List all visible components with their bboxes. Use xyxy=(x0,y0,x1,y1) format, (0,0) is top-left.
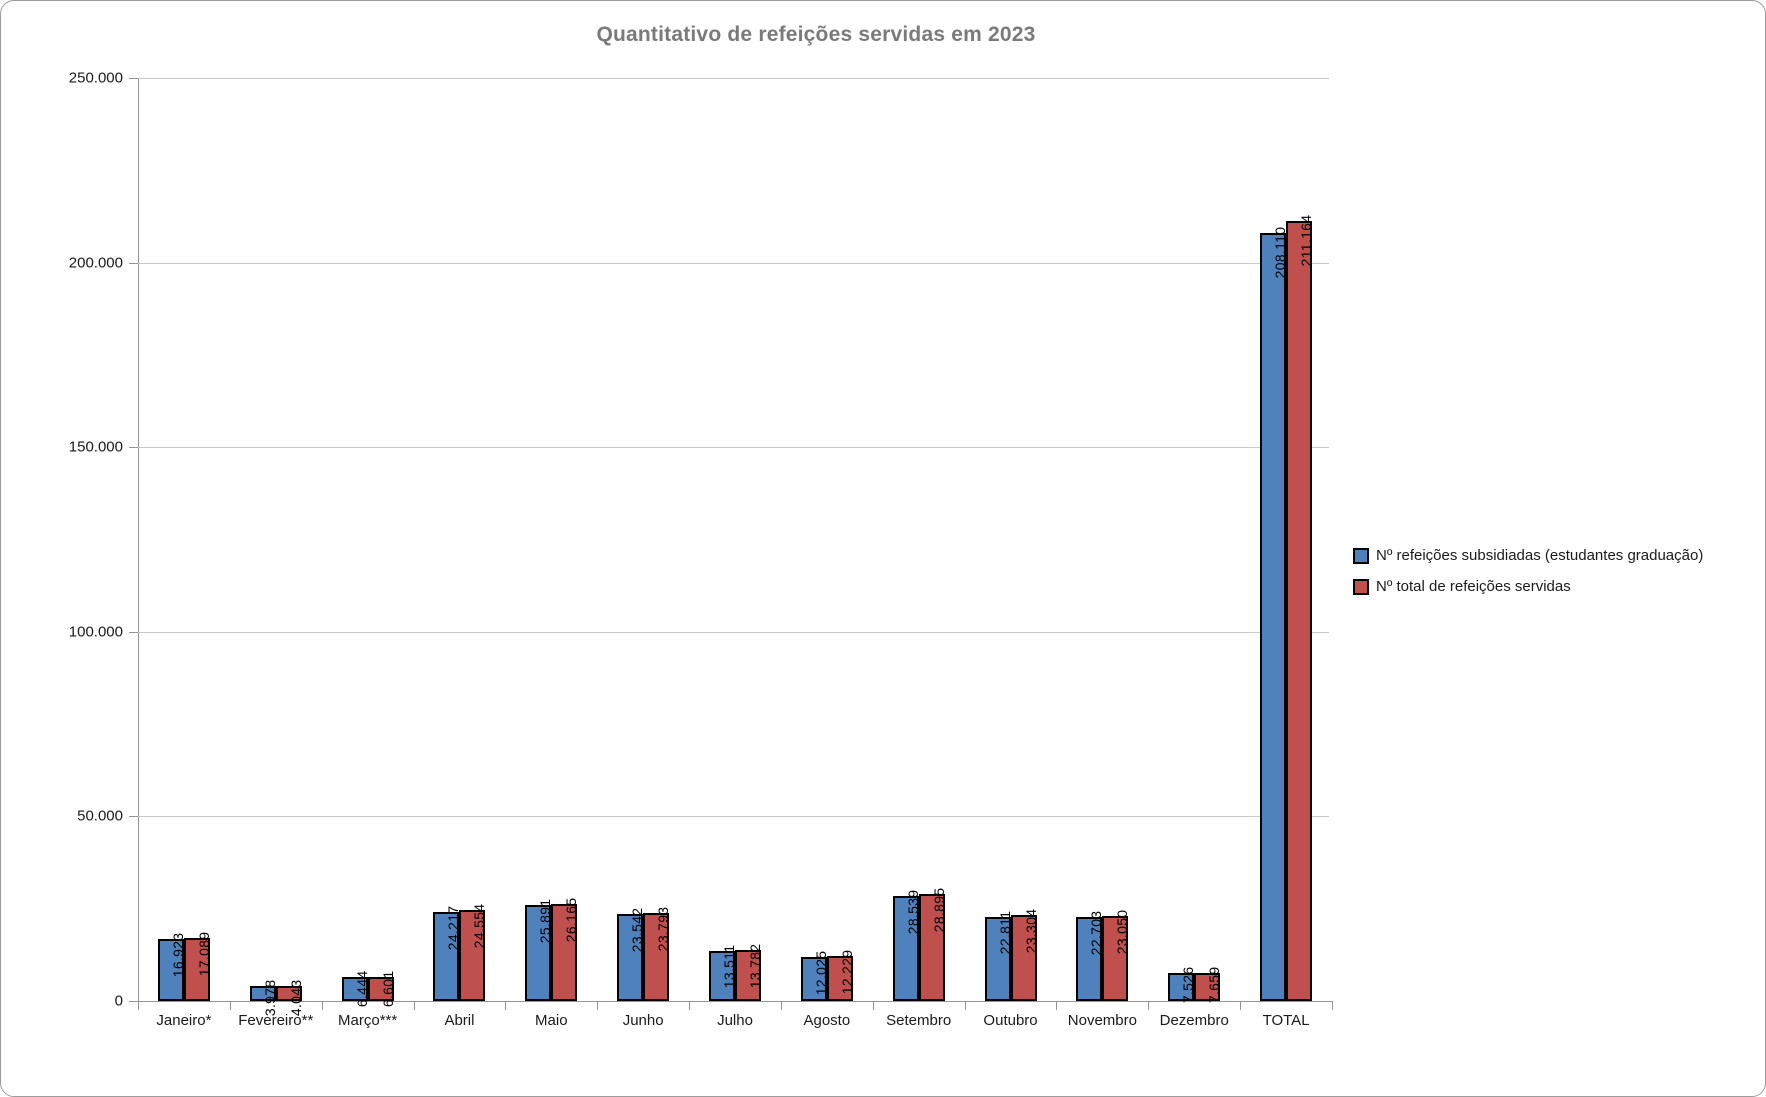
bar-value-label: 13.782 xyxy=(747,944,763,989)
bar-total xyxy=(735,950,761,1001)
x-tick-label: Dezembro xyxy=(1159,1012,1229,1029)
legend-label: Nº refeições subsidiadas (estudantes gra… xyxy=(1376,547,1704,564)
gridline xyxy=(138,262,1329,264)
x-axis-tick xyxy=(138,1001,139,1010)
legend-swatch-icon xyxy=(1353,578,1369,595)
gridline xyxy=(138,816,1329,818)
bar-value-label: 211.164 xyxy=(1298,215,1315,267)
y-axis-tick xyxy=(129,262,138,264)
bar-total xyxy=(1010,915,1037,1001)
x-tick-label: Agosto xyxy=(803,1012,851,1029)
x-axis-tick xyxy=(229,1001,231,1010)
y-axis xyxy=(138,78,139,1001)
bar-value-label: 12.229 xyxy=(838,950,855,995)
y-axis-tick xyxy=(129,447,138,449)
y-tick-label: 100.000 xyxy=(68,623,123,641)
bar-subsidiadas xyxy=(984,917,1011,1001)
x-tick-label: TOTAL xyxy=(1262,1012,1310,1029)
bar-total xyxy=(1194,973,1221,1001)
x-axis-tick xyxy=(689,1001,691,1010)
bar-value-label: 23.793 xyxy=(655,907,672,952)
x-axis-tick xyxy=(1148,1001,1150,1010)
x-tick-label: Outubro xyxy=(983,1012,1038,1029)
gridline xyxy=(138,447,1329,449)
bar-subsidiadas xyxy=(1168,973,1195,1001)
y-tick-label: 200.000 xyxy=(68,254,123,272)
x-tick-label: Novembro xyxy=(1067,1012,1137,1029)
x-axis-tick xyxy=(872,1001,874,1010)
x-tick-label: Janeiro* xyxy=(156,1012,212,1029)
bar-value-label: 23.050 xyxy=(1114,910,1131,955)
y-axis-tick xyxy=(129,631,138,633)
bar-total xyxy=(367,977,394,1001)
x-tick-label: Junho xyxy=(622,1012,664,1029)
gridline xyxy=(138,78,1329,79)
x-tick-label: Setembro xyxy=(886,1012,952,1029)
x-axis-tick xyxy=(964,1001,966,1010)
y-tick-label: 150.000 xyxy=(68,438,123,456)
x-axis-tick xyxy=(1332,1001,1333,1010)
x-axis xyxy=(138,1001,1332,1002)
x-axis-tick xyxy=(505,1001,507,1010)
y-tick-label: 250.000 xyxy=(68,69,123,87)
bar-value-label: 6.601 xyxy=(379,971,396,1008)
x-axis-tick xyxy=(597,1001,599,1010)
bar-subsidiadas xyxy=(1076,917,1103,1001)
bar-total xyxy=(918,894,945,1001)
bar-subsidiadas xyxy=(157,939,184,1001)
bar-total xyxy=(643,913,670,1001)
bar-subsidiadas xyxy=(525,905,552,1001)
bar-subsidiadas xyxy=(617,914,644,1001)
x-tick-label: Julho xyxy=(717,1012,753,1029)
y-axis-tick xyxy=(129,816,138,818)
bar-subsidiadas xyxy=(800,957,827,1001)
legend-item: Nº total de refeições servidas xyxy=(1353,578,1703,595)
x-axis-tick xyxy=(1240,1001,1242,1010)
x-tick-label: Abril xyxy=(444,1012,475,1029)
bar-total xyxy=(551,904,578,1001)
x-tick-label: Março*** xyxy=(338,1012,398,1029)
bar-subsidiadas xyxy=(249,986,276,1001)
y-tick-label: 50.000 xyxy=(77,807,123,825)
x-tick-label: Maio xyxy=(535,1012,568,1029)
x-tick-label: Fevereiro** xyxy=(238,1012,314,1029)
y-axis-tick xyxy=(129,78,138,79)
bar-total xyxy=(459,910,486,1001)
legend-label: Nº total de refeições servidas xyxy=(1376,578,1571,595)
chart-title: Quantitativo de refeições servidas em 20… xyxy=(596,23,1036,46)
plot-area: 0 50.000 100.000 150.000 200.000 250.000 16.92… xyxy=(69,70,1333,1029)
bar-subsidiadas xyxy=(709,951,735,1001)
bar-total xyxy=(275,986,302,1001)
x-axis-tick xyxy=(780,1001,782,1010)
gridline xyxy=(138,631,1329,633)
bar-value-label: 7.659 xyxy=(1206,967,1223,1004)
x-axis-tick xyxy=(321,1001,323,1010)
legend: Nº refeições subsidiadas (estudantes gra… xyxy=(1353,547,1703,609)
y-axis-tick xyxy=(129,1001,138,1002)
bar-subsidiadas xyxy=(1260,233,1287,1001)
x-axis-tick xyxy=(413,1001,415,1010)
x-axis-tick xyxy=(1056,1001,1058,1010)
bar-subsidiadas xyxy=(892,896,919,1001)
bar-subsidiadas xyxy=(341,977,368,1001)
bar-total xyxy=(183,938,210,1001)
y-tick-label: 0 xyxy=(114,992,123,1010)
bar-value-label: 24.554 xyxy=(471,904,488,949)
bar-value-label: 17.089 xyxy=(195,932,212,977)
bar-total xyxy=(826,956,853,1001)
legend-swatch-icon xyxy=(1353,547,1369,564)
bar-value-label: 23.304 xyxy=(1022,909,1039,954)
bar-value-label: 28.895 xyxy=(930,888,947,933)
bar-value-label: 26.165 xyxy=(563,898,580,943)
legend-item: Nº refeições subsidiadas (estudantes gra… xyxy=(1353,547,1703,564)
bar-subsidiadas xyxy=(433,912,460,1001)
bar-total xyxy=(1102,916,1129,1001)
bar-total xyxy=(1286,221,1313,1001)
